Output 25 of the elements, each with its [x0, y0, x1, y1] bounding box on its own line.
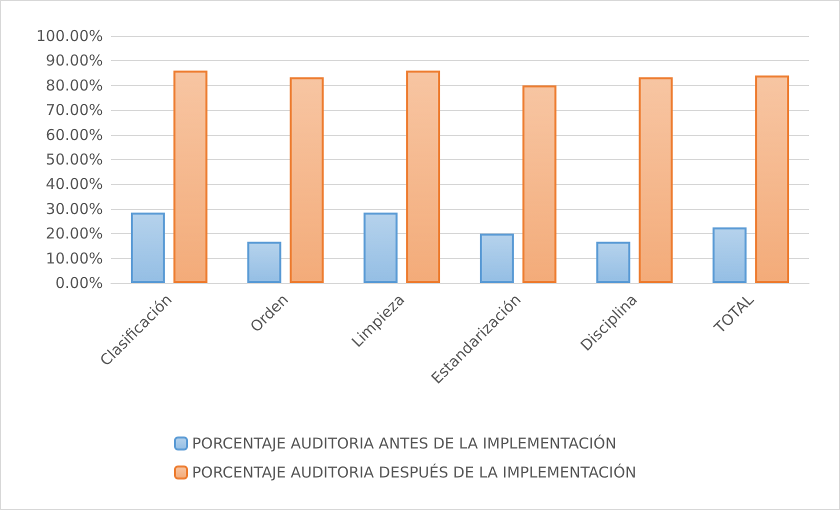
bar: [130, 212, 165, 283]
bar: [596, 242, 630, 283]
legend-label: PORCENTAJE AUDITORIA DESPUÉS DE LA IMPLEMENTACIÓN: [192, 464, 636, 482]
y-tick-label: 60.00%: [46, 126, 103, 144]
y-tick-label: 40.00%: [46, 175, 103, 194]
bar: [522, 85, 556, 283]
legend-label: PORCENTAJE AUDITORIA ANTES DE LA IMPLEMENTACIÓN: [192, 434, 616, 452]
bar: [755, 76, 790, 283]
bar: [480, 234, 514, 283]
bar: [712, 227, 747, 283]
bar: [173, 70, 208, 283]
bar: [364, 212, 398, 283]
bar: [247, 242, 282, 283]
y-tick-label: 90.00%: [46, 52, 103, 70]
y-tick-label: 70.00%: [46, 101, 103, 120]
bar: [638, 77, 673, 283]
y-tick-label: 100.00%: [36, 27, 103, 45]
y-tick-label: 80.00%: [46, 76, 103, 94]
y-tick-label: 30.00%: [46, 200, 103, 218]
y-tick-label: 20.00%: [46, 224, 103, 243]
bar: [406, 70, 440, 283]
y-tick-label: 0.00%: [55, 274, 103, 292]
bar: [290, 77, 324, 283]
y-tick-label: 50.00%: [46, 150, 103, 168]
y-tick-label: 10.00%: [46, 249, 103, 268]
